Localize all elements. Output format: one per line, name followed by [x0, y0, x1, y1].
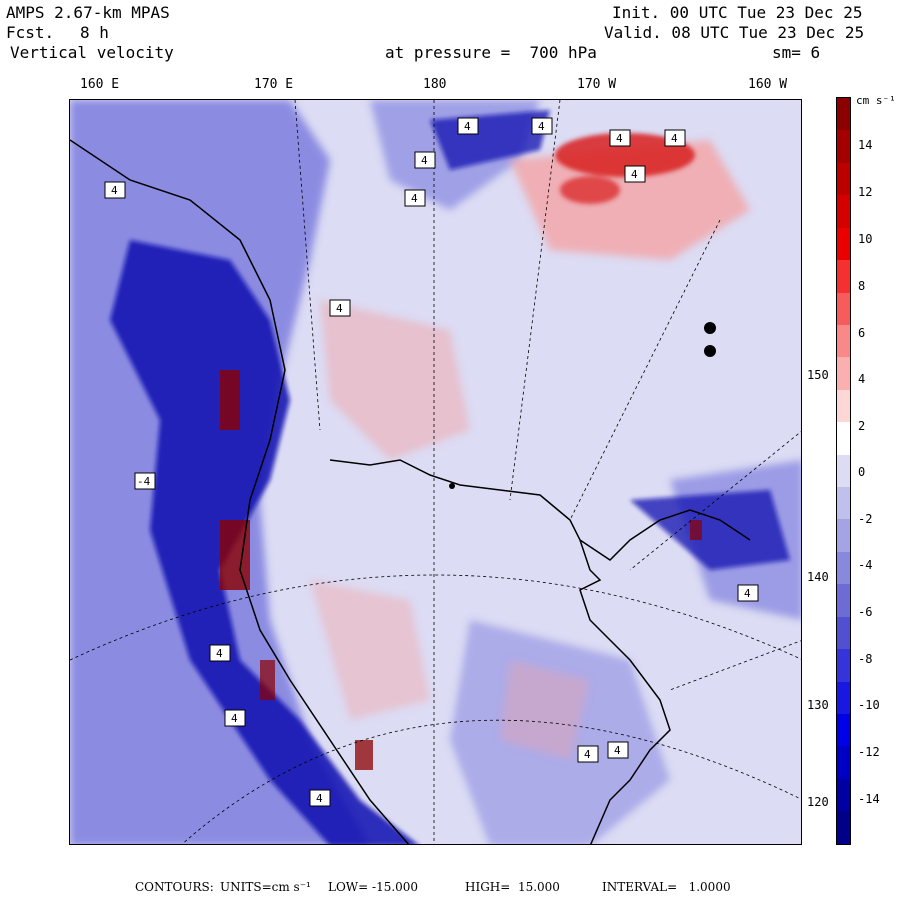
contour-label: 4 — [111, 184, 118, 197]
contour-label: 4 — [411, 192, 418, 205]
colorbar-band — [837, 389, 850, 423]
contour-label: 4 — [336, 302, 343, 315]
colorbar-band — [837, 195, 850, 228]
forecast-label: Fcst. — [6, 23, 55, 42]
map-panel: 4 4 4 4 4 4 4 4 4 -4 4 4 4 4 4 4 — [69, 99, 802, 845]
colorbar-band — [837, 292, 850, 325]
footer-low: LOW= -15.000 — [328, 880, 419, 894]
colorbar-band — [837, 162, 850, 196]
colorbar-band — [837, 98, 850, 131]
contour-label: 4 — [421, 154, 428, 167]
contour-label: 4 — [614, 744, 621, 757]
footer-high: HIGH= 15.000 — [465, 880, 560, 894]
colorbar-tick: 6 — [858, 326, 866, 340]
colorbar-tick: 4 — [858, 372, 866, 386]
lon-label-180: 180 — [423, 77, 447, 92]
map-svg: 4 4 4 4 4 4 4 4 4 -4 4 4 4 4 4 4 — [70, 100, 801, 844]
colorbar-tick: -10 — [858, 698, 880, 712]
positive-region — [310, 140, 750, 760]
coastline — [329, 459, 751, 844]
colorbar-units: cm s⁻¹ — [856, 94, 896, 107]
footer-units: UNITS=cm s⁻¹ — [220, 880, 311, 894]
colorbar-tick: 12 — [858, 185, 873, 199]
colorbar-band — [837, 649, 850, 682]
contour-label: 4 — [538, 120, 545, 133]
colorbar-band — [837, 551, 850, 585]
lat-label-140w: 140 W — [806, 570, 845, 584]
field-name: Vertical velocity — [10, 43, 174, 62]
footer-contours: CONTOURS: — [135, 880, 214, 894]
colorbar-band — [837, 681, 850, 715]
colorbar-band — [837, 519, 850, 552]
pressure-level: at pressure = 700 hPa — [385, 43, 597, 62]
coastline-west — [70, 139, 410, 844]
contour-label: 4 — [616, 132, 623, 145]
colorbar-tick: -4 — [858, 558, 873, 572]
lat-label-150w: 150 W — [806, 368, 845, 382]
colorbar-band — [837, 714, 850, 747]
colorbar-band — [837, 227, 850, 261]
graticule — [70, 100, 801, 844]
colorbar-band — [837, 811, 850, 844]
contour-label: 4 — [744, 587, 751, 600]
contour-label: 4 — [464, 120, 471, 133]
colorbar-tick: -6 — [858, 605, 873, 619]
colorbar-band — [837, 778, 850, 812]
colorbar-band — [837, 616, 850, 650]
contour-label: 4 — [316, 792, 323, 805]
lat-label-130w: 130 W — [806, 698, 845, 712]
lat-label-120w: 120 W — [806, 795, 845, 809]
contour-labels: 4 4 4 4 4 4 4 4 4 -4 4 4 4 4 4 4 — [104, 117, 759, 807]
forecast-hour: 8 h — [80, 23, 109, 42]
colorbar — [836, 97, 851, 845]
colorbar-band — [837, 584, 850, 617]
colorbar-band — [837, 746, 850, 779]
colorbar-band — [837, 130, 850, 163]
colorbar-tick: -2 — [858, 512, 873, 526]
colorbar-tick: -14 — [858, 792, 880, 806]
colorbar-band — [837, 422, 850, 455]
lon-label-160w: 160 W — [748, 77, 788, 92]
station-markers — [449, 322, 716, 489]
model-title: AMPS 2.67-km MPAS — [6, 3, 170, 22]
init-time: Init. 00 UTC Tue 23 Dec 25 — [612, 3, 863, 22]
smoothing: sm= 6 — [772, 43, 821, 62]
colorbar-band — [837, 454, 850, 488]
colorbar-tick: 10 — [858, 232, 873, 246]
colorbar-tick: 2 — [858, 419, 866, 433]
contour-label: 4 — [584, 748, 591, 761]
colorbar-band — [837, 324, 850, 358]
colorbar-tick: 14 — [858, 138, 873, 152]
strong-positive-region — [555, 133, 695, 204]
footer-interval: INTERVAL= 1.0000 — [602, 880, 731, 894]
lon-label-160e: 160 E — [80, 77, 120, 92]
colorbar-band — [837, 487, 850, 520]
colorbar-band — [837, 357, 850, 390]
lon-label-170e: 170 E — [254, 77, 294, 92]
colorbar-tick: -8 — [858, 652, 873, 666]
extreme-ascent-streaks — [220, 370, 702, 770]
colorbar-tick: -12 — [858, 745, 880, 759]
lon-label-170w: 170 W — [577, 77, 617, 92]
colorbar-band — [837, 260, 850, 293]
contour-label: 4 — [216, 647, 223, 660]
contour-label: 4 — [231, 712, 238, 725]
contour-label: 4 — [671, 132, 678, 145]
valid-time: Valid. 08 UTC Tue 23 Dec 25 — [604, 23, 865, 42]
contour-label: -4 — [137, 475, 151, 488]
contour-label: 4 — [631, 168, 638, 181]
colorbar-tick: 0 — [858, 465, 866, 479]
colorbar-tick: 8 — [858, 279, 866, 293]
